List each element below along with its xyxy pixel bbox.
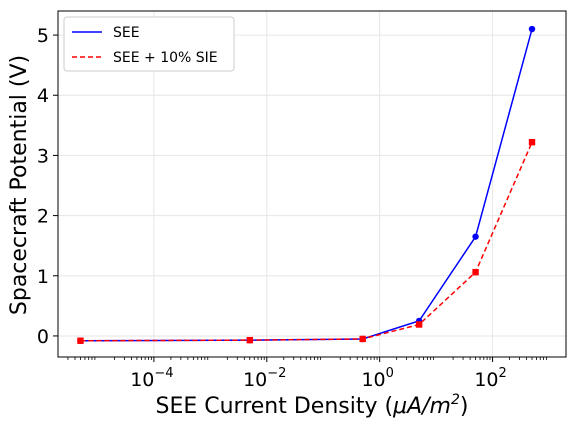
x-tick-label: 100 [361, 366, 393, 391]
series-line-see-sie [80, 141, 533, 342]
x-axis-label-close: ) [460, 394, 469, 419]
x-axis-label-unit: μA/m [392, 394, 451, 419]
data-point-see-sie [359, 335, 366, 343]
series-see-sie [77, 138, 536, 344]
data-point-see-sie [77, 337, 84, 344]
grid [58, 11, 566, 357]
x-tick-label: 102 [474, 366, 506, 391]
legend-label-see-sie: SEE + 10% SIE [113, 50, 218, 66]
data-point-see-sie [415, 321, 423, 328]
plot-frame [57, 10, 567, 358]
data-point-see-sie [472, 268, 479, 276]
y-tick-label: 2 [37, 206, 49, 228]
x-tick-label: 10−2 [243, 366, 286, 391]
data-point-see [472, 233, 479, 240]
data-point-see [528, 25, 536, 33]
y-tick-label: 3 [37, 145, 49, 167]
legend: SEE SEE + 10% SIE [63, 16, 235, 72]
y-tick-label: 0 [37, 326, 49, 348]
x-tick-label: 10−4 [130, 366, 173, 391]
data-point-see-sie [246, 336, 253, 344]
ticks: 0 1 2 3 4 5 10−4 10−2 100 102 [37, 25, 547, 391]
x-axis-label-exp: 2 [451, 392, 460, 408]
data-point-see-sie [528, 138, 536, 146]
x-axis-label: SEE Current Density (μA/m2) [155, 392, 468, 419]
y-tick-label: 1 [37, 266, 49, 288]
legend-label-see: SEE [113, 25, 140, 41]
x-axis-label-text: SEE Current Density ( [155, 394, 393, 419]
y-tick-label: 4 [37, 85, 49, 107]
series-layer [77, 25, 536, 344]
y-axis-label: Spacecraft Potential (V) [7, 55, 32, 315]
series-line-see [80, 28, 533, 342]
y-tick-label: 5 [37, 25, 49, 47]
legend-box [63, 16, 235, 72]
